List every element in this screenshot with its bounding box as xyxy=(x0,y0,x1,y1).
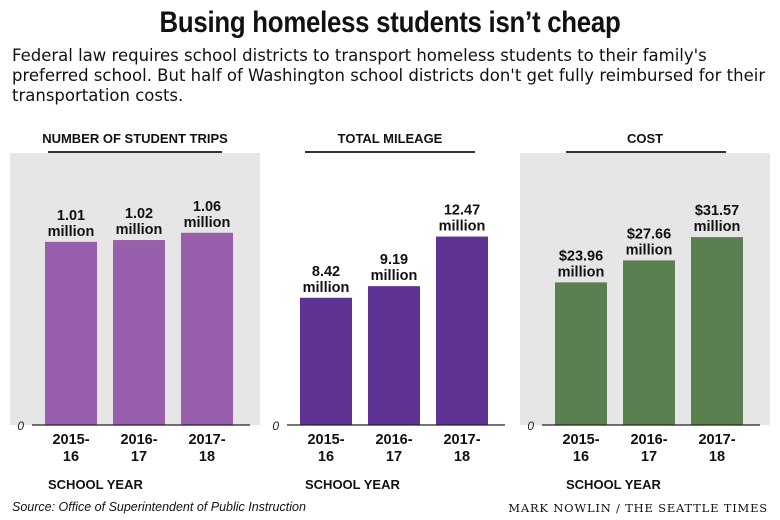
mileage-value-label-2015-16: 8.42 million xyxy=(303,264,350,296)
cost-value-label-2017-18: $31.57 million xyxy=(694,203,741,235)
trips-y-zero-label: 0 xyxy=(17,419,24,433)
trips-bar-2015-16 xyxy=(45,241,97,425)
mileage-value-label-2016-17: 9.19 million xyxy=(371,252,418,284)
trips-tick-label-2015-16: 2015-16 xyxy=(52,432,89,465)
cost-tick-label-2015-16: 2015-16 xyxy=(562,432,599,465)
cost-title-rule xyxy=(566,151,726,153)
mileage-tick-label-2017-18: 2017-18 xyxy=(443,432,480,465)
trips-value-label-2017-18: 1.06 million xyxy=(184,199,231,231)
mileage-value-label-2017-18: 12.47 million xyxy=(439,203,486,235)
cost-x-axis-label: SCHOOL YEAR xyxy=(566,477,661,492)
cost-bar-chart: 0 $23.96 million 2015-16 $27.66 million 2016-1… xyxy=(520,153,770,465)
cost-tick-label-2017-18: 2017-18 xyxy=(698,432,735,465)
trips-x-axis-label: SCHOOL YEAR xyxy=(48,477,143,492)
cost-bar-2017-18 xyxy=(691,237,743,425)
cost-value-label-2016-17: $27.66 million xyxy=(626,226,673,258)
cost-tick-label-2016-17: 2016-17 xyxy=(630,432,667,465)
mileage-y-zero-label: 0 xyxy=(272,419,279,433)
trips-title-rule xyxy=(48,151,222,153)
cost-y-zero-label: 0 xyxy=(527,419,534,433)
cost-value-label-2015-16: $23.96 million xyxy=(558,248,605,280)
trips-bar-chart: 0 1.01 million 2015-16 1.02 million 2016-17 1.0… xyxy=(10,153,260,465)
chart-subtitle: Federal law requires school districts to… xyxy=(12,46,766,105)
mileage-tick-label-2016-17: 2016-17 xyxy=(375,432,412,465)
cost-bar-2015-16 xyxy=(555,282,607,425)
mileage-title-rule xyxy=(305,151,475,153)
trips-tick-label-2017-18: 2017-18 xyxy=(188,432,225,465)
trips-value-label-2016-17: 1.02 million xyxy=(116,206,163,238)
trips-bar-2016-17 xyxy=(113,240,165,425)
mileage-bar-2017-18 xyxy=(436,236,488,425)
trips-panel-title: NUMBER OF STUDENT TRIPS xyxy=(42,131,228,146)
trips-panel: NUMBER OF STUDENT TRIPS 0 1.01 million 2015… xyxy=(10,127,260,507)
cost-panel-title: COST xyxy=(626,131,664,146)
cost-bar-2016-17 xyxy=(623,260,675,425)
trips-bar-2017-18 xyxy=(181,232,233,425)
trips-value-label-2015-16: 1.01 million xyxy=(48,208,95,240)
mileage-bar-chart: 0 8.42 million 2015-16 9.19 million 2016-17 12.… xyxy=(265,153,515,465)
mileage-panel: TOTAL MILEAGE 0 8.42 million 2015-16 9.19 mil… xyxy=(265,127,515,507)
source-note: Source: Office of Superintendent of Publ… xyxy=(12,500,306,514)
credit-line: MARK NOWLIN / THE SEATTLE TIMES xyxy=(508,501,768,515)
chart-title: Busing homeless students isn’t cheap xyxy=(159,6,621,39)
mileage-bar-2015-16 xyxy=(300,297,352,425)
mileage-panel-title: TOTAL MILEAGE xyxy=(337,131,443,146)
mileage-x-axis-label: SCHOOL YEAR xyxy=(305,477,400,492)
trips-tick-label-2016-17: 2016-17 xyxy=(120,432,157,465)
cost-panel: COST 0 $23.96 million 2015-16 $27.66 million 2… xyxy=(520,127,770,507)
mileage-tick-label-2015-16: 2015-16 xyxy=(307,432,344,465)
mileage-bar-2016-17 xyxy=(368,286,420,425)
